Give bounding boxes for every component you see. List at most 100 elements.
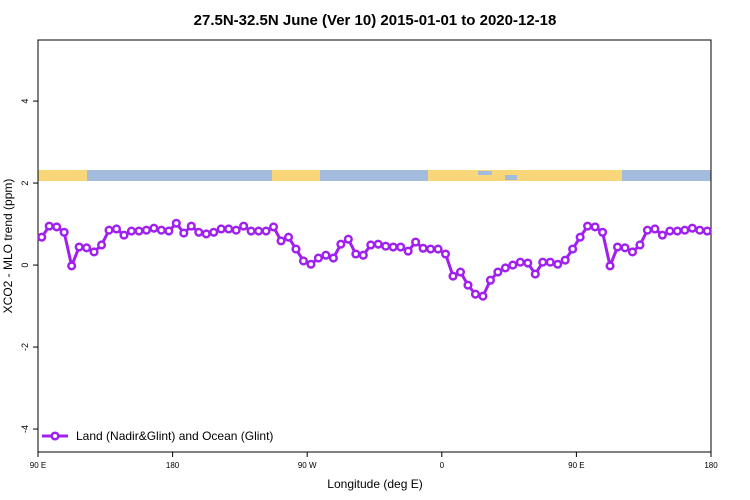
data-point [119, 230, 129, 240]
data-point [283, 232, 294, 242]
data-point [508, 260, 518, 270]
data-point [224, 224, 234, 234]
data-point [313, 253, 323, 263]
x-tick-label: 90 W [298, 461, 317, 470]
data-point [201, 229, 211, 239]
land-ocean-strip [38, 170, 711, 181]
data-point [89, 247, 99, 257]
data-point [321, 250, 331, 260]
data-point [695, 225, 705, 235]
data-point [396, 242, 406, 252]
data-point [291, 244, 301, 254]
data-point [59, 227, 69, 237]
data-point [598, 227, 608, 237]
data-point [111, 224, 122, 234]
data-point [194, 227, 204, 237]
data-point [523, 258, 533, 268]
data-point [568, 244, 578, 254]
x-axis-label: Longitude (deg E) [327, 477, 422, 491]
data-point [687, 223, 697, 233]
data-point [426, 244, 436, 254]
data-point [515, 257, 525, 267]
data-point [702, 226, 712, 236]
data-point [231, 225, 241, 235]
data-point [411, 237, 421, 247]
data-point [74, 242, 84, 252]
data-point [373, 239, 383, 249]
data-point [440, 249, 451, 259]
data-point [306, 259, 316, 269]
y-tick-label: 4 [20, 99, 30, 104]
data-point [358, 250, 368, 260]
data-point [493, 267, 503, 277]
data-point [500, 263, 510, 273]
data-point [530, 269, 540, 279]
data-point [351, 249, 361, 259]
data-point [620, 243, 630, 253]
data-point [672, 226, 682, 236]
data-point [269, 222, 279, 232]
data-point [52, 222, 62, 232]
data-point [635, 240, 645, 250]
data-point [186, 221, 196, 231]
data-point [216, 224, 226, 234]
x-tick-label: 90 E [30, 461, 46, 470]
data-point [276, 236, 286, 246]
data-point [37, 232, 47, 242]
data-point [455, 267, 466, 277]
data-point [336, 239, 346, 249]
data-point [665, 226, 675, 236]
data-point [104, 225, 114, 235]
data-point [141, 225, 151, 235]
data-point [478, 291, 488, 301]
data-point [381, 241, 391, 251]
y-tick-label: 0 [20, 263, 30, 268]
data-point [612, 242, 623, 252]
data-point [560, 255, 570, 265]
data-point [149, 223, 159, 233]
data-point [650, 224, 660, 234]
x-tick-label: 180 [166, 461, 180, 470]
data-point [239, 221, 249, 231]
data-point [156, 225, 166, 235]
data-point [298, 256, 309, 266]
legend-label: Land (Nadir&Glint) and Ocean (Glint) [76, 429, 273, 443]
data-point [366, 240, 376, 250]
data-point [126, 226, 137, 236]
data-point [67, 261, 77, 271]
data-point [171, 218, 181, 228]
data-point [134, 226, 144, 236]
data-point [164, 226, 174, 236]
y-tick-label: 2 [20, 181, 30, 186]
data-point [44, 221, 54, 231]
data-point [627, 247, 638, 257]
plot-frame [37, 39, 712, 453]
data-point [590, 222, 600, 232]
data-point [657, 230, 667, 240]
data-point [418, 243, 428, 253]
data-point [433, 244, 443, 254]
data-point [82, 243, 92, 253]
data-point [388, 242, 398, 252]
data-point [254, 226, 264, 236]
data-point [343, 234, 353, 244]
data-point [583, 221, 593, 231]
data-point [680, 225, 690, 235]
data-point [179, 228, 189, 238]
data-point [448, 271, 458, 281]
data-point [642, 225, 652, 235]
data-point [209, 227, 219, 237]
data-point [605, 261, 615, 271]
data-point [403, 246, 413, 256]
y-tick-label: -4 [20, 425, 30, 433]
x-tick-label: 0 [440, 461, 445, 470]
data-point [538, 257, 548, 267]
x-tick-label: 180 [704, 461, 718, 470]
data-point [545, 257, 555, 267]
x-tick-label: 90 E [568, 461, 584, 470]
chart-title: 27.5N-32.5N June (Ver 10) 2015-01-01 to … [194, 12, 557, 29]
data-point [485, 275, 495, 285]
y-axis-label: XCO2 - MLO trend (ppm) [1, 179, 15, 314]
data-point [261, 226, 271, 236]
